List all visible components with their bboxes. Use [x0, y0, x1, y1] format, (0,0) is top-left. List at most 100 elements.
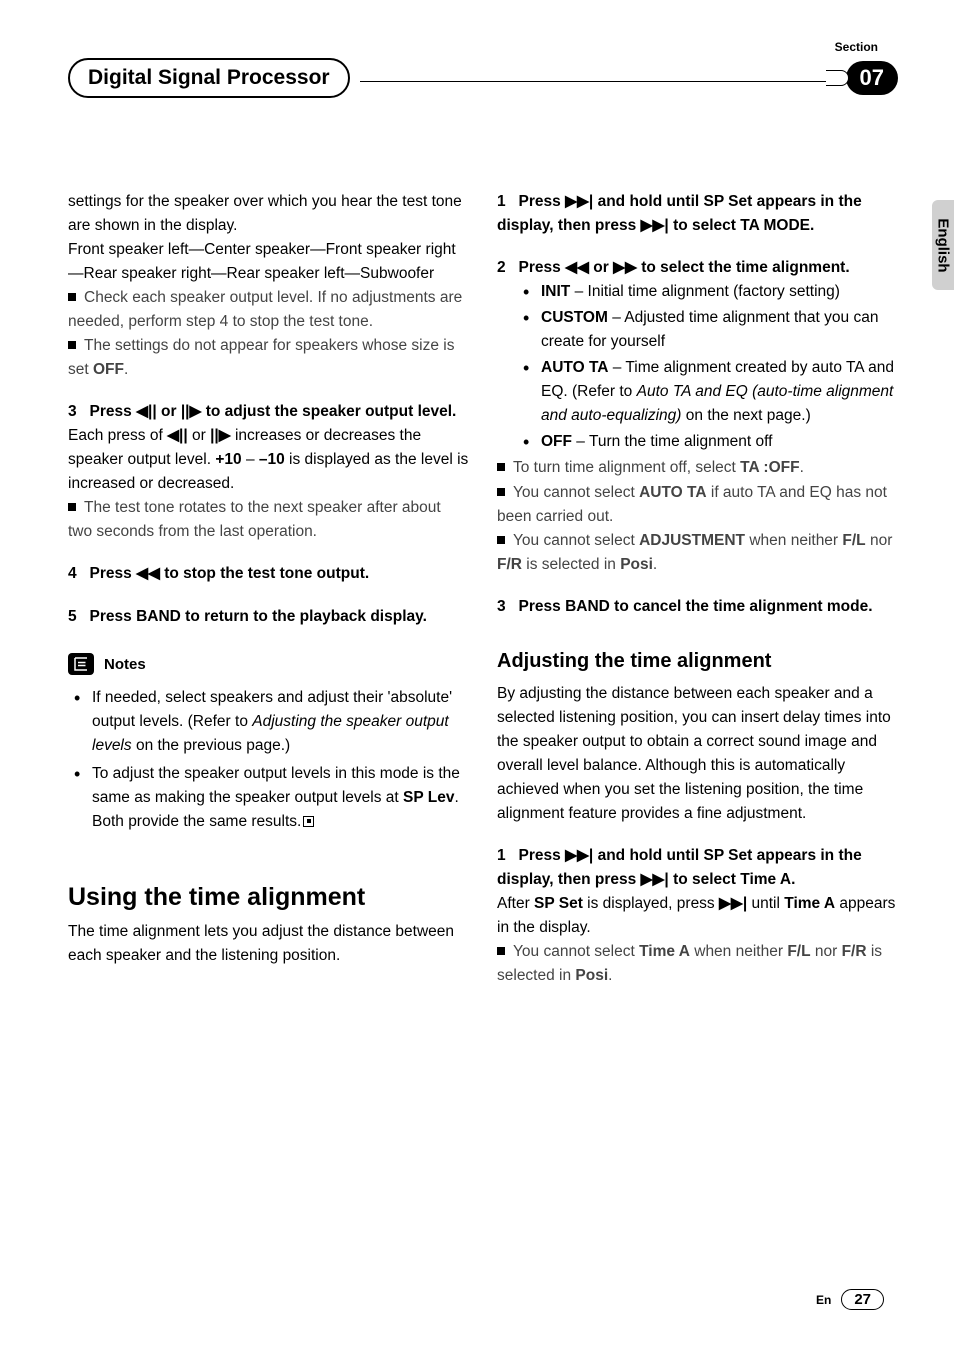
section-number-badge: 07: [846, 61, 898, 95]
notes-title: Notes: [104, 653, 146, 676]
notes-list: If needed, select speakers and adjust th…: [68, 686, 469, 834]
step-number: 2: [497, 259, 506, 276]
step-heading: 1 Press ▶▶| and hold until SP Set appear…: [497, 844, 898, 892]
language-tab: English: [932, 200, 954, 290]
list-item: If needed, select speakers and adjust th…: [68, 686, 469, 758]
step-heading: 3 Press BAND to cancel the time alignmen…: [497, 595, 898, 619]
text: to select TA MODE.: [669, 217, 815, 234]
text: – Initial time alignment (factory settin…: [570, 283, 840, 300]
text-bold: –10: [259, 451, 285, 468]
body-text: settings for the speaker over which you …: [68, 190, 469, 238]
notes-header: Notes: [68, 653, 469, 676]
text: After: [497, 895, 534, 912]
text: Rear speaker left: [227, 265, 345, 282]
text-bold: ADJUSTMENT: [639, 532, 745, 549]
next-track-icon: ▶▶|: [565, 190, 593, 214]
text: You cannot select: [513, 484, 639, 501]
text: Press: [90, 403, 137, 420]
text: Press: [519, 193, 566, 210]
list-item: OFF – Turn the time alignment off: [497, 430, 898, 454]
text: Press: [519, 847, 566, 864]
step-heading: 1 Press ▶▶| and hold until SP Set appear…: [497, 190, 898, 238]
pause-right-icon: ||▶: [210, 424, 231, 448]
fast-forward-icon: ▶▶: [613, 256, 637, 280]
text: nor: [866, 532, 893, 549]
text: or: [157, 403, 181, 420]
text-bold: Time A: [784, 895, 835, 912]
text: is displayed, press: [583, 895, 719, 912]
text: .: [124, 361, 128, 378]
next-track-icon: ▶▶|: [641, 868, 669, 892]
text: Press BAND to cancel the time alignment …: [519, 598, 873, 615]
text: Front speaker right: [326, 241, 456, 258]
text: The test tone rotates to the next speake…: [68, 499, 441, 540]
page-footer: En 27: [816, 1289, 884, 1310]
step-number: 3: [68, 403, 77, 420]
text: Rear speaker right: [84, 265, 212, 282]
bullet-text: The test tone rotates to the next speake…: [68, 496, 469, 544]
step-heading: 3 Press ◀|| or ||▶ to adjust the speaker…: [68, 400, 469, 424]
rewind-icon: ◀◀: [565, 256, 589, 280]
text-bold: OFF: [541, 433, 572, 450]
body-text: Front speaker left—Center speaker—Front …: [68, 238, 469, 286]
text-bold: Posi: [620, 556, 653, 573]
list-item: INIT – Initial time alignment (factory s…: [497, 280, 898, 304]
step-heading: 4 Press ◀◀ to stop the test tone output.: [68, 562, 469, 586]
text: Center speaker: [204, 241, 310, 258]
step-number: 4: [68, 566, 77, 583]
bullet-text: To turn time alignment off, select TA :O…: [497, 456, 898, 480]
page-header: Section Digital Signal Processor 07: [68, 40, 898, 100]
step-number: 1: [497, 847, 506, 864]
notes-icon: [68, 653, 94, 675]
options-list: INIT – Initial time alignment (factory s…: [497, 280, 898, 454]
text: .: [608, 967, 612, 984]
next-track-icon: ▶▶|: [719, 892, 747, 916]
body-text: Each press of ◀|| or ||▶ increases or de…: [68, 424, 469, 496]
step-number: 5: [68, 608, 77, 625]
text: Press BAND to return to the playback dis…: [90, 608, 427, 625]
section-label: Section: [835, 40, 878, 54]
text: when neither: [745, 532, 842, 549]
text: when neither: [690, 943, 787, 960]
text-bold: AUTO TA: [639, 484, 706, 501]
end-mark-icon: [303, 816, 314, 827]
text: You cannot select: [513, 943, 639, 960]
body-text: The time alignment lets you adjust the d…: [68, 920, 469, 968]
text-bold: Posi: [575, 967, 608, 984]
text: Press: [90, 566, 137, 583]
text-bold: SP Lev: [403, 789, 454, 806]
text: to select the time alignment.: [637, 259, 850, 276]
text-bold: OFF: [93, 361, 124, 378]
text: or: [188, 427, 210, 444]
left-pause-icon: ◀||: [167, 424, 188, 448]
section-heading: Using the time alignment: [68, 882, 469, 912]
text-bold: F/L: [787, 943, 810, 960]
bullet-text: Check each speaker output level. If no a…: [68, 286, 469, 334]
text-bold: +10: [215, 451, 241, 468]
page-number: 27: [841, 1289, 884, 1310]
page: Section Digital Signal Processor 07 Engl…: [0, 0, 954, 1352]
subsection-heading: Adjusting the time alignment: [497, 649, 898, 674]
rewind-icon: ◀◀: [136, 562, 160, 586]
bullet-text: You cannot select ADJUSTMENT when neithe…: [497, 529, 898, 577]
list-item: AUTO TA – Time alignment created by auto…: [497, 356, 898, 428]
list-item: CUSTOM – Adjusted time alignment that yo…: [497, 306, 898, 354]
text: .: [800, 459, 804, 476]
step-number: 1: [497, 193, 506, 210]
right-column: 1 Press ▶▶| and hold until SP Set appear…: [497, 190, 898, 988]
text-bold: Time A: [639, 943, 690, 960]
step-heading: 5 Press BAND to return to the playback d…: [68, 605, 469, 629]
content-columns: settings for the speaker over which you …: [68, 190, 898, 988]
text: to stop the test tone output.: [160, 566, 369, 583]
text: Check each speaker output level. If no a…: [68, 289, 462, 330]
text: Press: [519, 259, 566, 276]
text-bold: F/R: [842, 943, 867, 960]
left-column: settings for the speaker over which you …: [68, 190, 469, 988]
text: Subwoofer: [360, 265, 434, 282]
text: on the next page.): [681, 407, 810, 424]
pause-right-icon: ||▶: [181, 400, 202, 424]
text: .: [653, 556, 657, 573]
text: Front speaker left: [68, 241, 189, 258]
bullet-text: The settings do not appear for speakers …: [68, 334, 469, 382]
text: to adjust the speaker output level.: [201, 403, 456, 420]
